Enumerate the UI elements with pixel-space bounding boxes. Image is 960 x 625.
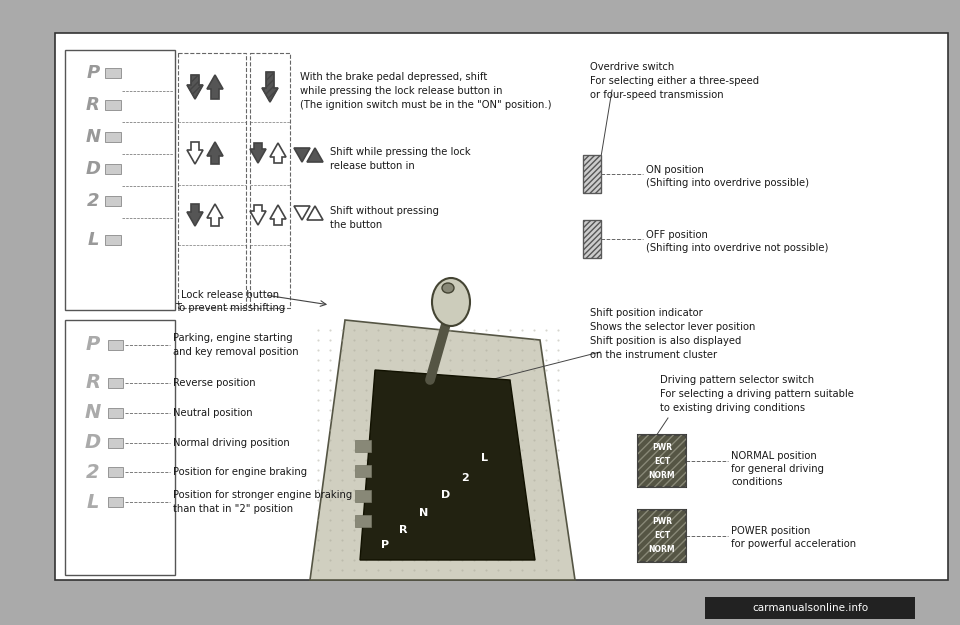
Text: Parking, engine starting
and key removal position: Parking, engine starting and key removal… <box>173 333 299 357</box>
Polygon shape <box>270 205 286 225</box>
Polygon shape <box>270 143 286 163</box>
Text: P: P <box>381 540 389 550</box>
Bar <box>250 53 290 308</box>
Polygon shape <box>310 320 575 580</box>
Bar <box>638 510 686 562</box>
Bar <box>583 220 601 258</box>
Text: D: D <box>85 160 101 178</box>
Bar <box>583 220 601 258</box>
Text: P: P <box>86 64 100 82</box>
Polygon shape <box>187 75 203 99</box>
Bar <box>105 132 121 142</box>
Text: L: L <box>87 231 99 249</box>
Polygon shape <box>250 143 266 163</box>
Text: D: D <box>84 434 101 452</box>
Bar <box>355 515 371 527</box>
Text: Shift while pressing the lock
release button in: Shift while pressing the lock release bu… <box>330 147 470 171</box>
Polygon shape <box>262 72 278 102</box>
Text: ECT: ECT <box>654 531 670 541</box>
Text: PWR: PWR <box>652 518 672 526</box>
Text: P: P <box>85 336 100 354</box>
Text: Driving pattern selector switch
For selecting a driving pattern suitable
to exis: Driving pattern selector switch For sele… <box>660 375 853 413</box>
Text: 2: 2 <box>461 473 468 483</box>
Polygon shape <box>207 204 223 226</box>
Polygon shape <box>307 206 323 220</box>
Text: L: L <box>86 492 99 511</box>
Text: D: D <box>442 490 450 500</box>
Text: Shift without pressing
the button: Shift without pressing the button <box>330 206 439 230</box>
Text: R: R <box>85 374 101 392</box>
Bar <box>108 408 123 418</box>
Text: Lock release button
To prevent misshifting: Lock release button To prevent misshifti… <box>175 290 285 313</box>
Bar <box>638 435 686 487</box>
Bar <box>355 440 371 452</box>
Bar <box>108 438 123 448</box>
Polygon shape <box>307 148 323 162</box>
Polygon shape <box>294 206 310 220</box>
Bar <box>638 510 686 562</box>
Bar <box>108 467 123 477</box>
Text: Neutral position: Neutral position <box>173 408 252 418</box>
Text: N: N <box>420 508 428 518</box>
Bar <box>108 497 123 507</box>
Text: N: N <box>84 404 101 422</box>
Bar <box>105 196 121 206</box>
Text: Reverse position: Reverse position <box>173 378 255 388</box>
Text: POWER position
for powerful acceleration: POWER position for powerful acceleration <box>731 526 856 549</box>
Text: ON position
(Shifting into overdrive possible): ON position (Shifting into overdrive pos… <box>646 165 809 188</box>
Bar <box>583 155 601 193</box>
Bar <box>178 53 246 308</box>
Polygon shape <box>294 148 310 162</box>
Bar <box>105 164 121 174</box>
Text: Position for engine braking: Position for engine braking <box>173 467 307 477</box>
Text: 2: 2 <box>86 192 99 210</box>
Polygon shape <box>207 75 223 99</box>
Text: L: L <box>481 453 488 463</box>
Bar <box>105 235 121 245</box>
Text: OFF position
(Shifting into overdrive not possible): OFF position (Shifting into overdrive no… <box>646 230 828 253</box>
Text: R: R <box>398 525 407 535</box>
Bar <box>108 378 123 388</box>
Bar <box>55 33 948 580</box>
Text: NORMAL position
for general driving
conditions: NORMAL position for general driving cond… <box>731 451 824 488</box>
Ellipse shape <box>432 278 470 326</box>
Bar <box>65 50 175 310</box>
Text: 2: 2 <box>86 462 100 481</box>
Text: N: N <box>85 128 101 146</box>
Bar <box>105 68 121 78</box>
Polygon shape <box>360 370 535 560</box>
Text: carmanualsonline.info: carmanualsonline.info <box>752 603 868 613</box>
Bar <box>108 340 123 350</box>
Polygon shape <box>250 205 266 225</box>
Text: R: R <box>86 96 100 114</box>
Text: Normal driving position: Normal driving position <box>173 438 290 448</box>
Bar <box>105 100 121 110</box>
Text: Shift position indicator
Shows the selector lever position
Shift position is als: Shift position indicator Shows the selec… <box>590 308 756 360</box>
Bar <box>638 435 686 487</box>
Bar <box>65 320 175 575</box>
Text: NORM: NORM <box>649 546 675 554</box>
Bar <box>583 155 601 193</box>
Bar <box>355 465 371 477</box>
Text: With the brake pedal depressed, shift
while pressing the lock release button in
: With the brake pedal depressed, shift wh… <box>300 72 551 110</box>
Polygon shape <box>187 142 203 164</box>
Text: Overdrive switch
For selecting either a three-speed
or four-speed transmission: Overdrive switch For selecting either a … <box>590 62 759 100</box>
Bar <box>705 597 915 619</box>
Bar <box>355 490 371 502</box>
Text: NORM: NORM <box>649 471 675 479</box>
Polygon shape <box>187 204 203 226</box>
Text: ECT: ECT <box>654 456 670 466</box>
Text: PWR: PWR <box>652 442 672 451</box>
Ellipse shape <box>442 283 454 293</box>
Polygon shape <box>207 142 223 164</box>
Text: Position for stronger engine braking
than that in "2" position: Position for stronger engine braking tha… <box>173 491 352 514</box>
